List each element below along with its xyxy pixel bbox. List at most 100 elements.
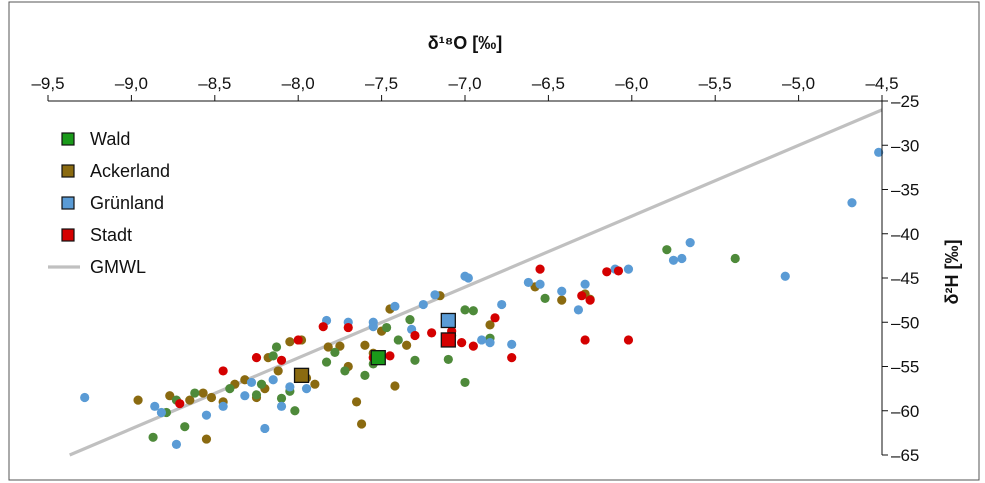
point-grünland (240, 391, 250, 401)
point-ackerland (285, 337, 295, 347)
point-grünland (246, 377, 257, 388)
point-wald (148, 432, 158, 442)
y-tick-label: –55 (891, 358, 919, 377)
legend-label-ackerland: Ackerland (90, 161, 170, 181)
point-grünland (668, 255, 679, 265)
point-grünland (557, 286, 567, 296)
point-ackerland (165, 391, 175, 401)
point-stadt (585, 295, 595, 305)
point-grünland (677, 253, 687, 264)
point-wald (460, 377, 470, 388)
point-ackerland (390, 381, 400, 391)
point-wald (225, 384, 235, 394)
point-stadt (218, 366, 228, 376)
point-wald (268, 351, 278, 361)
point-stadt (490, 313, 500, 323)
y-tick-label: –45 (891, 269, 919, 288)
point-stadt (468, 341, 478, 351)
x-tick-label: –8,5 (198, 74, 231, 93)
x-tick-label: –7,0 (448, 74, 481, 93)
point-grünland (260, 423, 270, 434)
point-ackerland (402, 340, 412, 350)
point-ackerland (310, 379, 320, 389)
point-grünland (580, 279, 590, 289)
point-wald (393, 335, 403, 345)
point-grünland (171, 439, 182, 449)
point-grünland (368, 322, 378, 332)
point-stadt (318, 322, 328, 332)
point-stadt (613, 266, 624, 276)
y-axis: –25 –30 –35 –40 –45 –50 –55 –60 –65 (881, 92, 919, 465)
legend-label-grünland: Grünland (90, 193, 164, 213)
point-wald (540, 293, 550, 303)
point-grünland (485, 338, 495, 348)
point-stadt (457, 338, 467, 348)
y-tick-label: –50 (891, 313, 919, 332)
point-wald (330, 347, 340, 357)
point-ackerland (356, 419, 367, 429)
chart-border (8, 1, 980, 481)
gmwl-layer (69, 108, 883, 457)
y-tick-label: –35 (891, 181, 919, 200)
x-tick-label: –8,0 (282, 74, 315, 93)
point-stadt (535, 264, 545, 274)
point-wald (405, 314, 415, 325)
point-wald (410, 355, 420, 365)
point-grünland (268, 375, 278, 385)
point-wald (443, 354, 453, 365)
point-wald (321, 357, 332, 367)
point-wald (382, 322, 392, 333)
legend-swatch-grünland (61, 196, 75, 210)
point-wald (256, 379, 267, 389)
x-tick-label: –4,5 (865, 74, 898, 93)
point-stadt (623, 335, 634, 345)
point-ackerland (273, 366, 283, 376)
point-ackerland (360, 340, 370, 350)
point-stadt (293, 335, 303, 345)
point-ackerland (557, 295, 567, 305)
y-tick-label: –65 (891, 446, 919, 465)
point-grünland (507, 339, 517, 349)
point-grünland (156, 407, 167, 418)
point-stadt (343, 322, 353, 333)
point-wald (468, 306, 478, 316)
point-wald (730, 253, 740, 264)
point-stadt (276, 355, 287, 365)
mean-marker-wald (370, 349, 386, 366)
point-stadt (507, 353, 517, 363)
point-stadt (410, 330, 420, 341)
point-stadt (580, 335, 590, 345)
mean-marker-ackerland (293, 367, 310, 384)
point-wald (271, 342, 282, 352)
point-grünland (390, 301, 400, 311)
point-wald (662, 245, 672, 255)
x-axis-title: δ¹⁸O [‰] (428, 33, 502, 53)
mean-marker-grünland (440, 312, 456, 329)
point-ackerland (485, 320, 495, 330)
point-grünland (497, 299, 507, 310)
points-layer (80, 147, 884, 449)
point-stadt (175, 399, 185, 409)
point-grünland (80, 392, 90, 403)
point-grünland (201, 410, 212, 420)
x-tick-label: –5,5 (699, 74, 732, 93)
x-axis: –9,5 –9,0 –8,5 –8,0 –7,5 –7,0 –6,5 –6,0 –5,5 –5,0… (31, 74, 899, 102)
legend-label-stadt: Stadt (90, 225, 132, 245)
point-wald (180, 422, 190, 432)
point-ackerland (185, 395, 195, 405)
point-wald (251, 390, 262, 400)
legend-label-wald: Wald (90, 129, 130, 149)
legend-swatch-stadt (61, 228, 75, 242)
point-grünland (623, 264, 634, 274)
point-wald (460, 305, 470, 315)
point-ackerland (351, 397, 362, 407)
legend-swatch-wald (61, 132, 75, 146)
y-tick-label: –60 (891, 402, 919, 421)
x-tick-label: –9,0 (115, 74, 148, 93)
point-stadt (251, 353, 262, 363)
y-tick-label: –40 (891, 225, 919, 244)
point-grünland (780, 271, 790, 281)
point-grünland (477, 335, 487, 345)
point-ackerland (206, 392, 217, 403)
